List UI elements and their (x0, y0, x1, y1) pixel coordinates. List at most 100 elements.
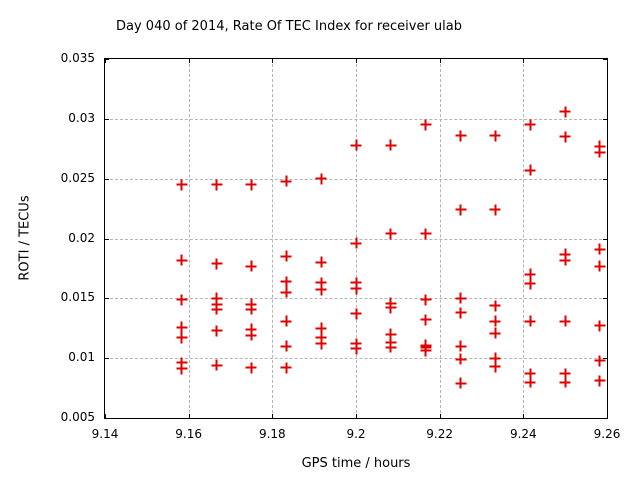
data-point (315, 284, 327, 296)
y-tick-label: 0.01 (68, 350, 95, 365)
data-point (280, 276, 292, 288)
x-tick-label: 9.16 (175, 427, 203, 441)
data-point (280, 250, 292, 262)
data-point (350, 308, 362, 320)
y-tick-label: 0.025 (60, 170, 95, 185)
data-point (455, 204, 467, 216)
data-point (176, 357, 188, 369)
data-point (245, 303, 257, 315)
data-point (245, 260, 257, 272)
data-point (315, 256, 327, 268)
y-tick-label: 0.03 (68, 110, 95, 125)
data-point (350, 237, 362, 249)
data-point (385, 302, 397, 314)
x-tick-label: 9.26 (593, 427, 621, 441)
y-tick (105, 178, 109, 180)
data-point (420, 294, 432, 306)
data-point (420, 119, 432, 131)
y-tick (603, 418, 607, 419)
data-point (524, 119, 536, 131)
data-point (559, 131, 571, 143)
data-point (211, 303, 223, 315)
y-tick-label: 0.02 (68, 230, 95, 245)
data-point (489, 130, 501, 142)
data-point (176, 363, 188, 375)
y-tick (603, 118, 607, 120)
data-point (594, 243, 606, 255)
data-point (385, 228, 397, 240)
data-point (176, 332, 188, 344)
data-point (350, 139, 362, 151)
data-point (524, 268, 536, 280)
chart-title: Day 040 of 2014, Rate Of TEC Index for r… (116, 19, 462, 34)
x-tick-label: 9.22 (426, 427, 454, 441)
x-tick-label: 9.14 (91, 427, 119, 441)
y-tick (603, 298, 607, 300)
data-point (524, 278, 536, 290)
x-tick (607, 414, 608, 418)
y-tick-label: 0.015 (60, 290, 95, 305)
x-tick (523, 414, 525, 418)
y-tick (603, 238, 607, 240)
y-tick (105, 298, 109, 300)
data-point (594, 355, 606, 367)
y-tick-label: 0.005 (60, 410, 95, 424)
data-point (211, 325, 223, 337)
data-point (245, 329, 257, 341)
x-tick (105, 59, 106, 63)
data-point (489, 361, 501, 373)
data-point (350, 343, 362, 355)
data-point (455, 307, 467, 319)
data-point (420, 228, 432, 240)
data-point (489, 352, 501, 364)
y-tick (105, 59, 109, 60)
data-point (315, 332, 327, 344)
data-point (280, 175, 292, 187)
y-tick (105, 238, 109, 240)
data-point (385, 328, 397, 340)
data-point (315, 173, 327, 185)
plot-area (104, 58, 608, 419)
data-point (315, 277, 327, 289)
data-point (245, 179, 257, 191)
x-tick (188, 59, 190, 63)
data-point (280, 362, 292, 374)
data-point (245, 323, 257, 335)
data-point (559, 376, 571, 388)
data-point (524, 164, 536, 176)
x-tick (272, 414, 274, 418)
y-axis-title: ROTI / TECUs (17, 195, 33, 281)
data-point (455, 377, 467, 389)
data-point (594, 260, 606, 272)
data-point (455, 292, 467, 304)
data-point (385, 341, 397, 353)
x-tick (188, 414, 190, 418)
data-point (176, 294, 188, 306)
data-point (420, 345, 432, 357)
data-point (211, 292, 223, 304)
data-point (559, 248, 571, 260)
y-tick (105, 418, 109, 419)
y-tick (603, 59, 607, 60)
x-tick (356, 414, 357, 418)
x-tick-label: 9.24 (509, 427, 537, 441)
data-point (559, 315, 571, 327)
data-point (559, 254, 571, 266)
y-tick (603, 178, 607, 180)
data-point (489, 204, 501, 216)
x-axis-title: GPS time / hours (301, 456, 411, 471)
x-tick (607, 59, 608, 63)
x-tick (439, 414, 441, 418)
y-gridline (105, 358, 607, 360)
x-tick (272, 59, 274, 63)
data-point (455, 130, 467, 142)
data-point (176, 254, 188, 266)
data-point (385, 139, 397, 151)
y-gridline (105, 178, 607, 180)
data-point (594, 375, 606, 387)
data-point (176, 321, 188, 333)
data-point (594, 146, 606, 158)
data-point (315, 338, 327, 350)
data-point (211, 179, 223, 191)
